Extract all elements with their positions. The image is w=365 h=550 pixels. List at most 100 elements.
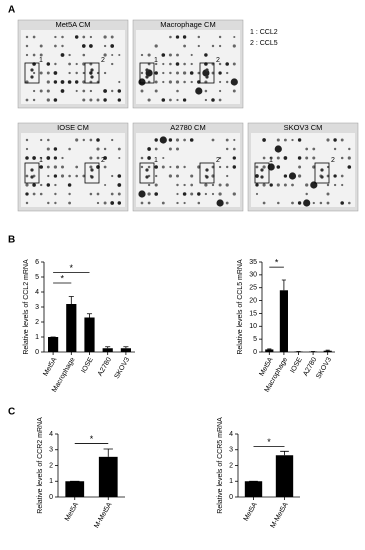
error-bar <box>68 296 74 304</box>
blot-label: IOSE CM <box>57 123 89 132</box>
spot <box>326 192 330 196</box>
spot <box>175 62 180 66</box>
spot <box>312 147 316 151</box>
spot <box>61 35 64 39</box>
spot <box>154 183 158 187</box>
spot <box>145 68 149 72</box>
spot <box>175 174 180 178</box>
spot <box>183 62 186 66</box>
spot <box>90 168 94 172</box>
legend-entry: 1 : CCL2 <box>250 29 278 36</box>
marker-box <box>24 162 40 184</box>
spot <box>118 53 121 57</box>
spot <box>30 175 34 179</box>
spot <box>176 192 179 196</box>
spot <box>169 71 172 75</box>
error-bar <box>281 279 286 291</box>
spot <box>262 138 266 142</box>
spot <box>182 98 187 102</box>
spot <box>82 71 85 75</box>
spot <box>89 138 93 142</box>
spot <box>46 71 50 75</box>
spot <box>30 75 34 79</box>
significance-label: * <box>70 263 74 273</box>
spot <box>74 80 79 84</box>
spot <box>46 62 51 66</box>
bar <box>98 456 118 497</box>
spot <box>232 62 236 66</box>
spot <box>205 168 209 172</box>
spot <box>53 98 58 102</box>
spot <box>204 192 208 196</box>
error-bar <box>86 313 93 318</box>
spot <box>225 80 229 84</box>
spot <box>68 71 71 75</box>
spot <box>232 44 236 48</box>
bar <box>84 317 95 352</box>
spot <box>305 156 309 160</box>
spot <box>32 183 36 187</box>
spot <box>310 181 318 189</box>
spot <box>60 53 65 57</box>
spot <box>232 156 236 160</box>
bar <box>65 481 85 497</box>
spot <box>82 35 86 39</box>
spot <box>225 62 229 66</box>
blot-inner <box>136 133 240 207</box>
spot <box>218 183 222 187</box>
spot <box>147 53 151 57</box>
spot <box>89 44 93 48</box>
spot <box>183 80 186 84</box>
spot <box>39 192 43 196</box>
spot <box>74 35 79 39</box>
spot <box>168 174 173 178</box>
spot <box>168 80 172 84</box>
spot <box>190 183 194 187</box>
marker-label: 2 <box>216 157 220 164</box>
marker-box <box>139 62 155 84</box>
spot <box>269 183 273 187</box>
spot <box>333 147 337 151</box>
spot <box>190 62 193 66</box>
spot <box>175 80 180 84</box>
spot <box>348 201 351 205</box>
marker-label: 2 <box>101 157 105 164</box>
spot <box>39 89 43 93</box>
spot <box>262 165 266 169</box>
spot <box>262 201 266 205</box>
y-tick-label: 4 <box>35 289 39 296</box>
bar <box>48 337 59 352</box>
spot <box>68 53 71 57</box>
y-axis-label: Relative levels of CCR2 mRNA <box>37 417 44 514</box>
marker-label: 1 <box>39 57 43 64</box>
spot <box>60 89 65 93</box>
bar <box>66 304 77 352</box>
spot <box>340 201 344 205</box>
spot <box>288 172 297 180</box>
spot <box>176 183 179 187</box>
spot <box>190 53 193 57</box>
spot <box>169 62 172 66</box>
spot <box>103 156 107 160</box>
spot <box>211 183 215 187</box>
panel-label: B <box>8 235 15 246</box>
spot <box>90 175 94 179</box>
spot <box>54 62 57 66</box>
y-tick-label: 0 <box>253 349 257 356</box>
spot <box>211 138 215 142</box>
spot <box>218 35 222 39</box>
bar <box>120 348 131 352</box>
spot <box>32 98 36 102</box>
spot <box>233 147 236 151</box>
spot <box>162 80 165 84</box>
spot <box>103 53 107 57</box>
spot <box>190 80 193 84</box>
spot <box>54 35 57 39</box>
x-tick-label: M-Met5A <box>93 501 113 529</box>
spot <box>298 174 302 178</box>
spot <box>219 80 222 84</box>
spot <box>211 192 215 196</box>
legend-entry: 2 : CCL5 <box>250 40 278 47</box>
spot <box>68 174 71 178</box>
spot <box>103 201 107 205</box>
